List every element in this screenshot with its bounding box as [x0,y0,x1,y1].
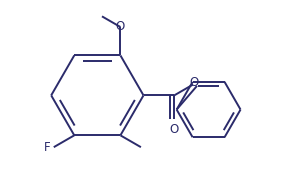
Text: O: O [116,20,125,33]
Text: O: O [189,76,199,89]
Text: O: O [170,123,179,136]
Text: F: F [44,141,51,154]
